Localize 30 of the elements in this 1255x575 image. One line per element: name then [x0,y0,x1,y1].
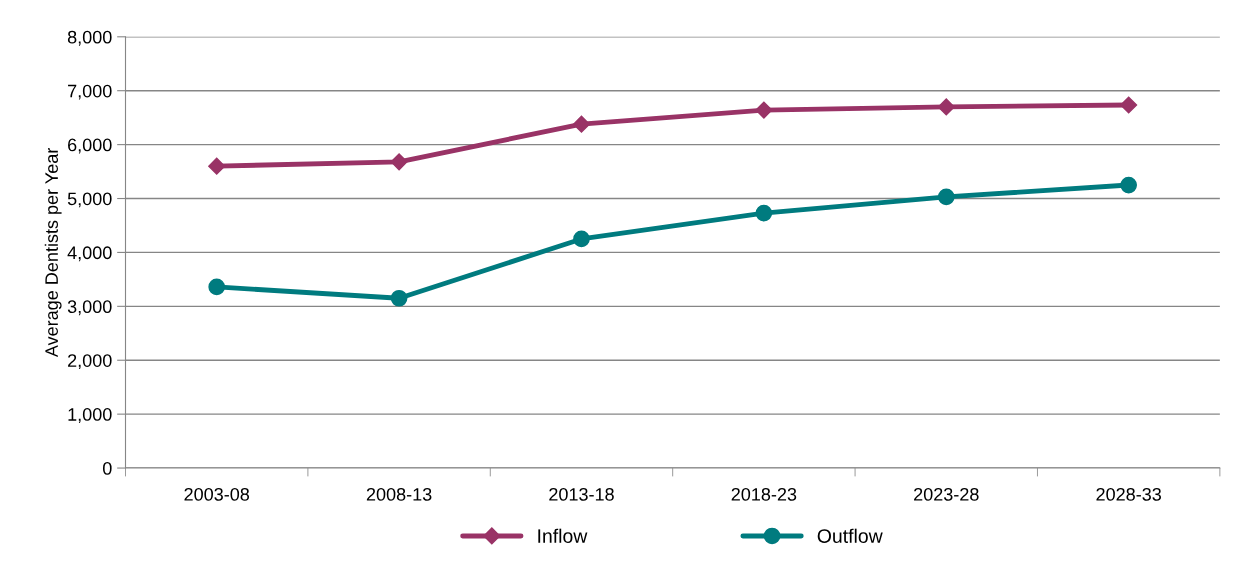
x-tick-label: 2013-18 [549,487,614,501]
y-axis-title: Average Dentists per Year [44,147,62,358]
y-tick-label: 0 [102,461,112,475]
legend-label: Outflow [817,528,883,543]
y-tick-label: 1,000 [68,408,112,423]
y-tick-label: 4,000 [67,246,112,262]
point [937,98,955,116]
y-tick-label: 8,000 [67,30,112,46]
y-tick-label: 7,000 [68,84,112,100]
point [390,289,408,307]
y-tick-label: 3,000 [67,300,112,316]
y-tick-label: 6,000 [68,138,112,154]
y-tick-label: 5,000 [67,192,112,208]
x-tick-label: 2018-23 [731,487,797,501]
y-tick-label: 2,000 [68,354,112,370]
x-tick-label: 2008-13 [366,487,432,501]
point [1120,96,1138,114]
point [390,153,408,171]
point [1120,176,1137,194]
x-tick-label: 2028-33 [1096,487,1161,501]
point [937,188,955,206]
point [755,204,773,222]
point [572,115,591,133]
point [208,157,226,175]
x-tick-label: 2003-08 [184,487,250,501]
point [208,278,226,296]
point [573,230,590,248]
x-tick-label: 2023-28 [914,487,979,501]
point [755,101,773,119]
legend-label: Inflow [538,528,588,543]
